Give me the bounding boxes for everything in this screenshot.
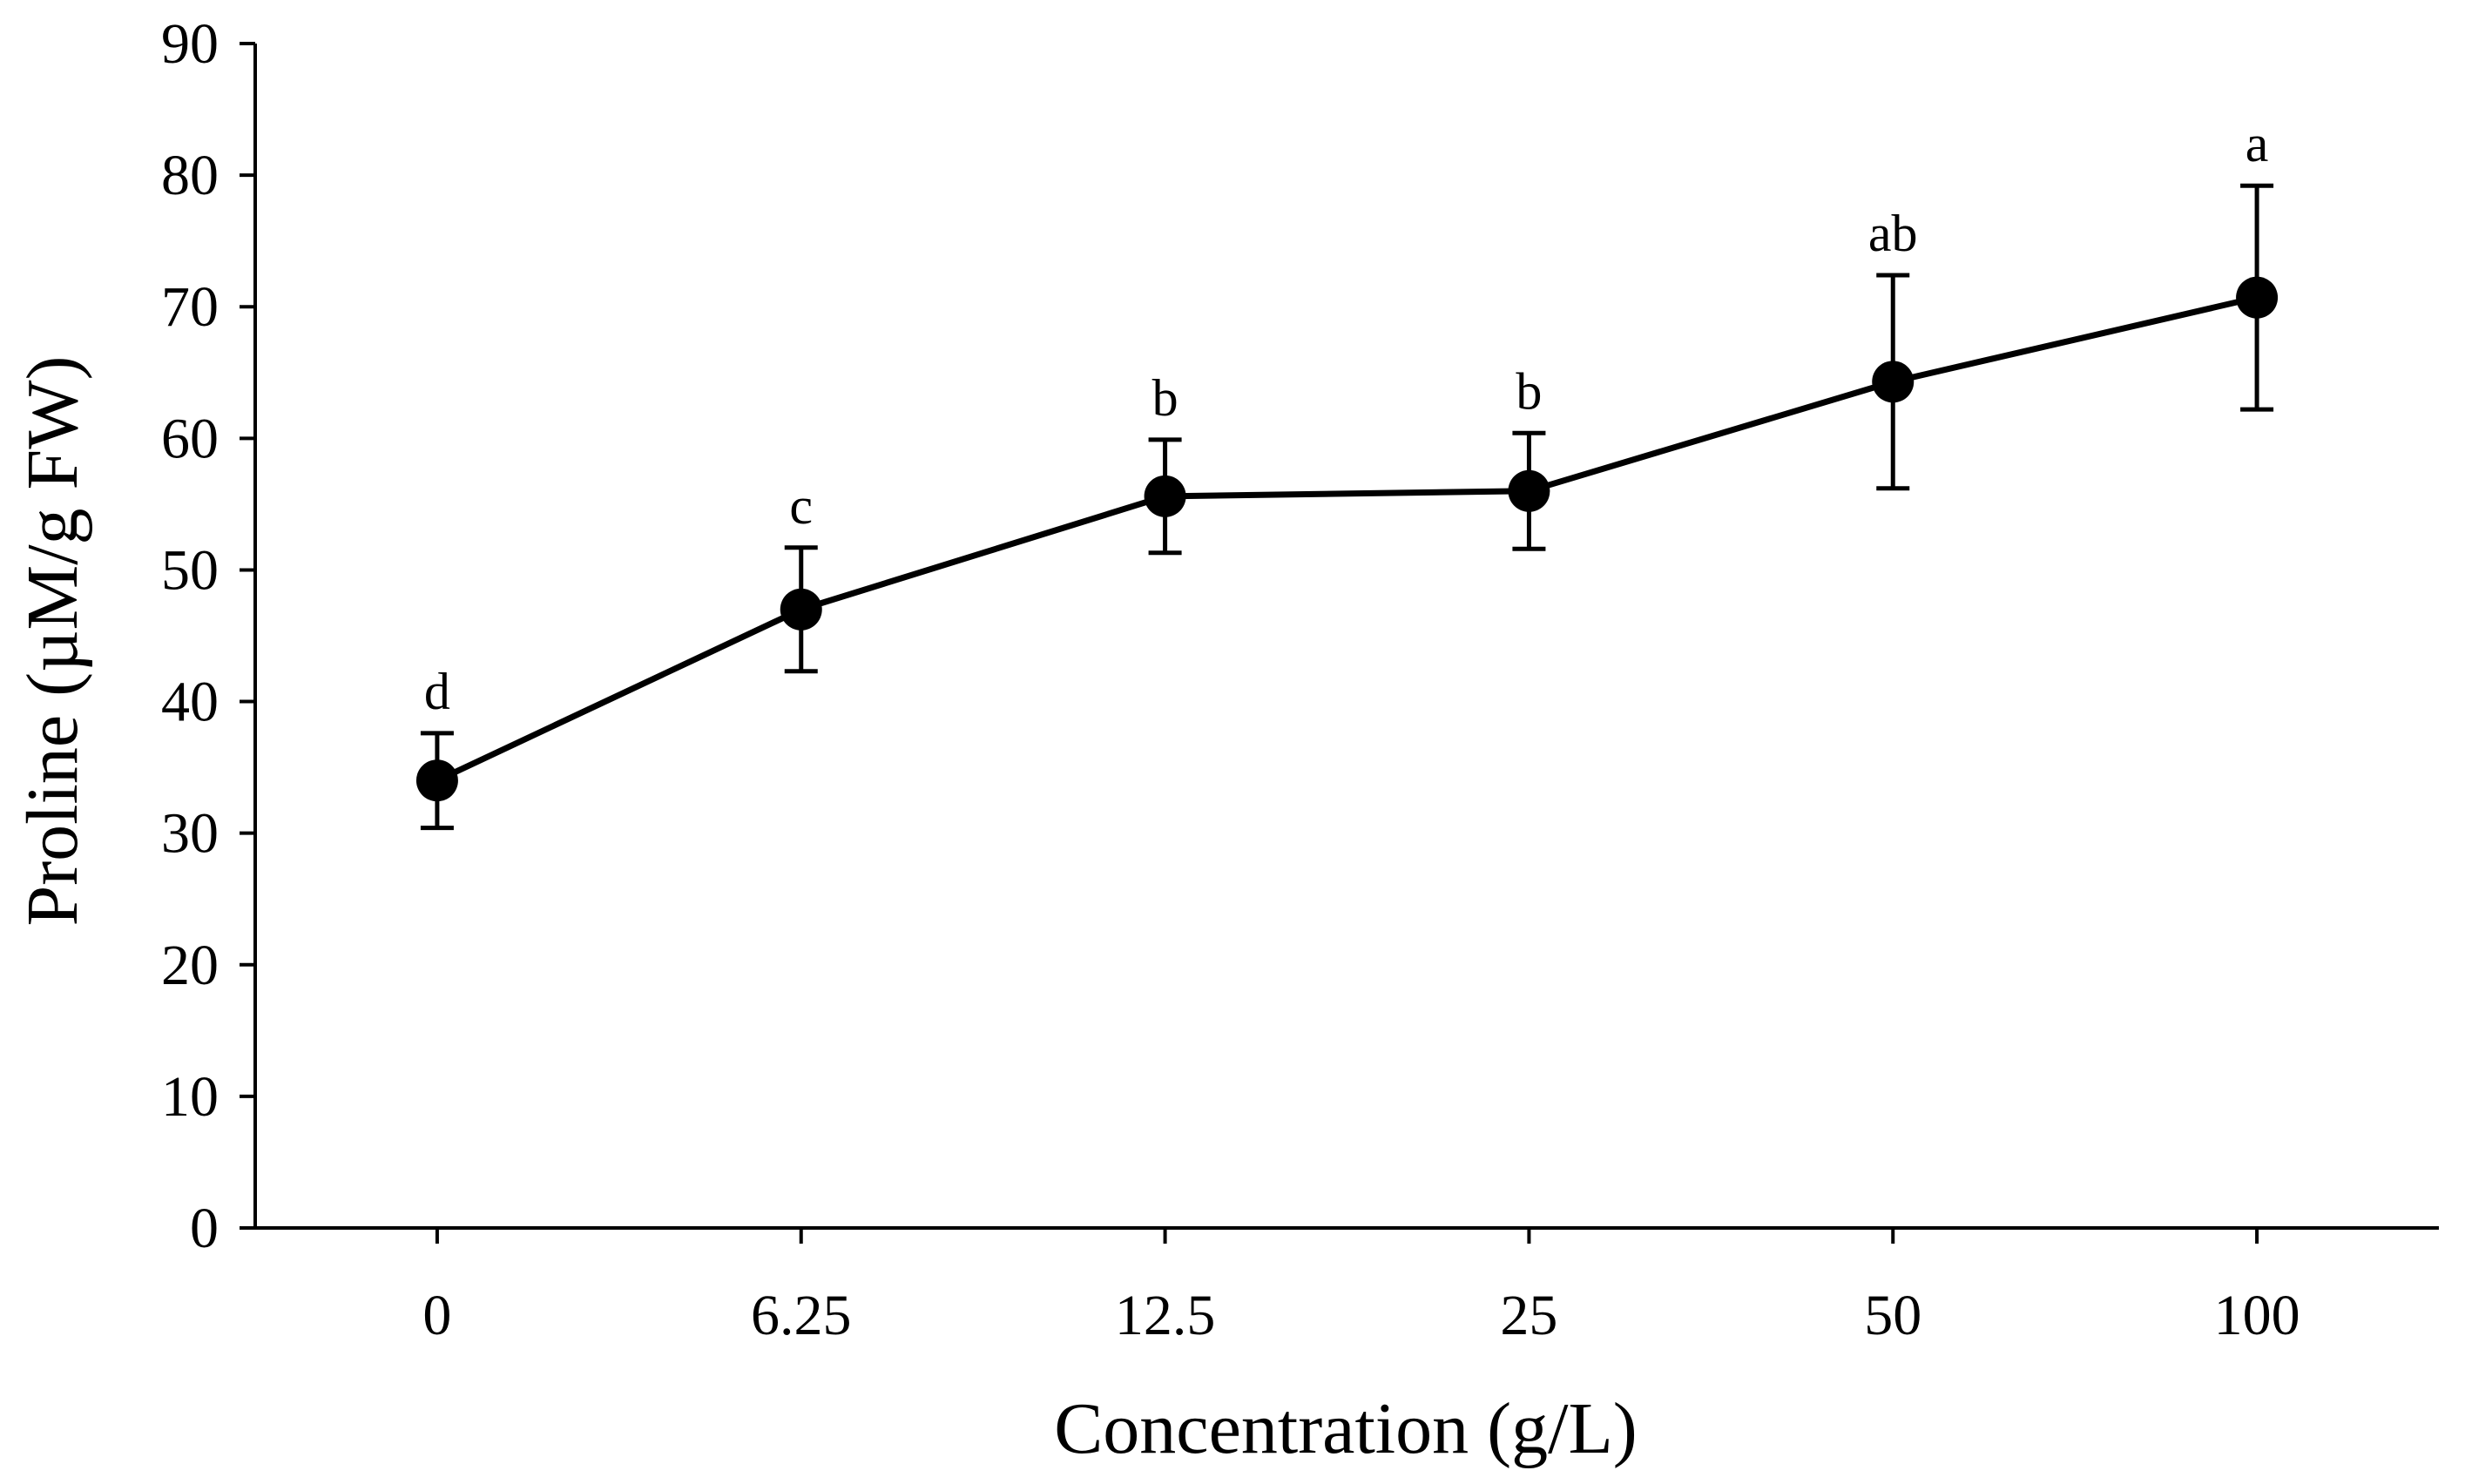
x-tick-label: 0 — [422, 1284, 451, 1347]
y-tick-label: 70 — [161, 275, 219, 339]
y-tick-label: 30 — [161, 802, 219, 866]
data-point — [415, 759, 458, 802]
y-tick-label: 0 — [190, 1197, 219, 1260]
x-tick-label: 50 — [1864, 1284, 1921, 1347]
y-tick-label: 80 — [161, 144, 219, 207]
y-tick-label: 10 — [161, 1065, 219, 1129]
x-axis-ticks: 0 6.25 12.5 25 50 100 — [422, 1228, 2300, 1347]
significance-label: ab — [1868, 205, 1918, 262]
x-tick-label: 6.25 — [751, 1284, 852, 1347]
y-axis-ticks: 0 10 20 30 40 50 60 70 80 90 — [161, 12, 255, 1260]
data-point — [780, 588, 822, 631]
x-tick-label: 12.5 — [1115, 1284, 1216, 1347]
y-tick-label: 40 — [161, 671, 219, 734]
x-tick-label: 100 — [2214, 1284, 2300, 1347]
y-tick-label: 20 — [161, 934, 219, 997]
series-line — [436, 294, 2258, 784]
significance-label: c — [789, 477, 813, 535]
x-tick-label: 25 — [1500, 1284, 1557, 1347]
y-tick-label: 50 — [161, 538, 219, 602]
data-point — [1144, 475, 1186, 517]
significance-label: d — [424, 663, 450, 720]
axes — [253, 44, 2439, 1230]
y-tick-label: 90 — [161, 12, 219, 76]
data-point — [2236, 276, 2279, 319]
significance-label: b — [1516, 362, 1542, 420]
significance-label: b — [1152, 369, 1178, 427]
x-axis-title: Concentration (g/L) — [1054, 1388, 1637, 1469]
y-tick-label: 60 — [161, 407, 219, 470]
data-point — [1508, 469, 1550, 512]
data-point — [1872, 361, 1915, 403]
y-axis-title: Proline (µM/g FW) — [12, 355, 93, 926]
data-series: d c b b ab a — [415, 115, 2279, 831]
significance-label: a — [2246, 115, 2269, 172]
